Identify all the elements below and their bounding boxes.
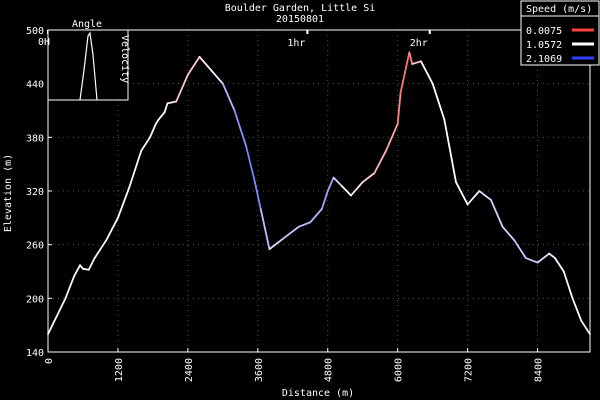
x-tick-label: 8400 <box>534 358 545 382</box>
time-marker-label: 1hr <box>287 38 305 49</box>
inset-right-label: Velocity <box>119 35 130 83</box>
elevation-segment <box>186 55 201 76</box>
y-tick-label: 260 <box>26 241 44 252</box>
plot-frame <box>47 29 591 353</box>
elevation-segment <box>399 64 408 94</box>
elevation-segment <box>548 252 556 259</box>
inset-angle-curve <box>79 31 98 101</box>
chart-title: Boulder Garden, Little Si <box>225 3 376 14</box>
legend-entry-label: 1.0572 <box>526 40 562 51</box>
time-marker-label: 2hr <box>410 38 428 49</box>
x-tick-label: 3600 <box>254 358 265 382</box>
elevation-segment <box>198 55 213 72</box>
inset-angle-plot: Angle 0H Velocity <box>38 19 130 101</box>
elevation-segment <box>140 136 151 152</box>
x-tick-label: 4800 <box>324 358 335 382</box>
elevation-segment <box>571 297 583 322</box>
elevation-segment <box>321 190 329 210</box>
elevation-segment <box>405 51 411 67</box>
elevation-segment <box>562 270 574 300</box>
elevation-segment <box>431 82 446 121</box>
elevation-segment <box>128 149 143 188</box>
legend-entry-label: 2.1069 <box>526 54 562 65</box>
elevation-segment <box>411 60 422 65</box>
elevation-segment <box>580 319 591 336</box>
x-tick-label: 1200 <box>114 358 125 382</box>
y-tick-label: 200 <box>26 294 44 305</box>
elevation-segment <box>210 69 224 85</box>
inset-left-label: 0H <box>38 37 50 48</box>
elevation-segment <box>341 185 352 197</box>
x-tick-label: 7200 <box>464 358 475 382</box>
elevation-series <box>47 51 591 336</box>
elevation-segment <box>501 225 516 242</box>
elevation-segment <box>55 297 67 318</box>
elevation-segment <box>221 82 236 112</box>
elevation-segment <box>466 190 481 206</box>
elevation-segment <box>280 225 300 242</box>
x-tick-label: 0 <box>44 358 55 364</box>
elevation-segment <box>536 252 551 264</box>
elevation-segment <box>93 239 108 259</box>
x-tick-label: 2400 <box>184 358 195 382</box>
y-tick-label: 140 <box>26 348 44 359</box>
elevation-segment <box>361 172 376 183</box>
elevation-segment <box>309 207 323 224</box>
elevation-segment <box>478 190 492 201</box>
elevation-segment <box>513 239 527 259</box>
elevation-segment <box>408 51 414 65</box>
elevation-segment <box>245 145 256 183</box>
legend: Speed (m/s) 0.0075 1.0572 2.1069 <box>520 0 600 66</box>
elevation-segment <box>490 199 504 228</box>
elevation-segment <box>350 181 364 197</box>
elevation-segment <box>385 123 399 152</box>
elevation-segment <box>554 257 565 273</box>
legend-title: Speed (m/s) <box>526 4 592 15</box>
elevation-segment <box>253 181 262 210</box>
elevation-segment <box>175 73 189 103</box>
x-axis-ticks: 0 1200 2400 3600 4800 6000 7200 8400 <box>44 348 545 382</box>
elevation-segment <box>297 221 312 228</box>
elevation-segment <box>420 60 434 85</box>
y-axis-label: Elevation (m) <box>3 154 14 232</box>
y-tick-label: 320 <box>26 187 44 198</box>
legend-entry-label: 0.0075 <box>526 26 562 37</box>
inset-title: Angle <box>72 19 102 30</box>
y-axis-ticks: 140 200 260 320 380 440 500 <box>26 26 52 359</box>
y-tick-label: 500 <box>26 26 44 37</box>
elevation-segment <box>73 264 81 277</box>
elevation-segment <box>524 257 539 264</box>
elevation-segment <box>332 176 344 188</box>
y-tick-label: 440 <box>26 80 44 91</box>
x-axis-label: Distance (m) <box>282 388 354 399</box>
elevation-segment <box>373 149 387 175</box>
elevation-segment <box>87 257 96 271</box>
elevation-segment <box>82 267 90 271</box>
y-tick-label: 380 <box>26 133 44 144</box>
elevation-segment <box>259 207 271 251</box>
elevation-segment <box>163 102 169 114</box>
chart-subtitle: 20150801 <box>276 14 324 25</box>
elevation-segment <box>149 123 157 139</box>
elevation-segment <box>157 111 166 121</box>
elevation-segment <box>443 118 457 183</box>
x-tick-label: 6000 <box>394 358 405 382</box>
elevation-segment <box>455 181 469 206</box>
elevation-segment <box>326 176 335 192</box>
elevation-segment <box>64 275 76 300</box>
elevation-segment <box>47 315 58 336</box>
elevation-segment <box>105 216 119 242</box>
elevation-segment <box>233 109 248 148</box>
elevation-segment <box>268 239 283 251</box>
elevation-segment <box>396 91 402 125</box>
elevation-segment <box>166 100 178 105</box>
elevation-segment <box>117 185 131 219</box>
